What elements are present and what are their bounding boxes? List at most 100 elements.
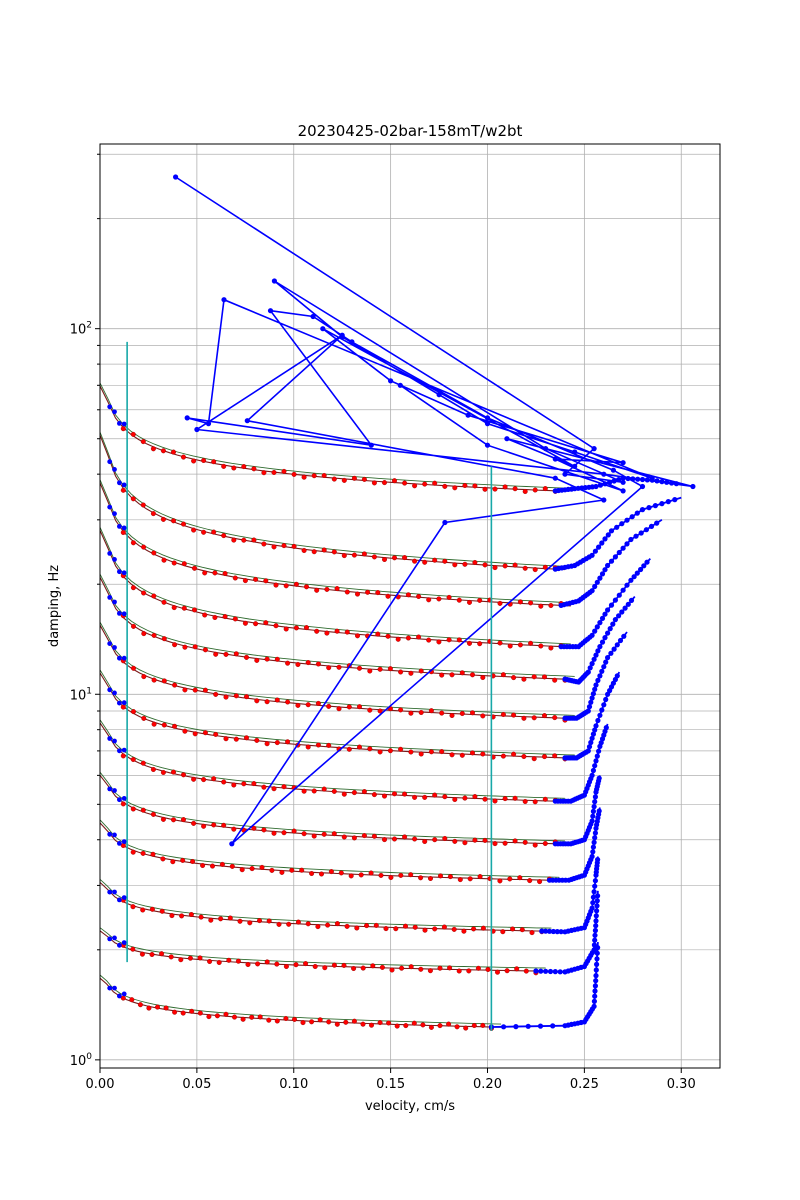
fit-point (427, 968, 433, 974)
raw-point (117, 993, 122, 999)
fit-point (149, 952, 155, 958)
raw-point (121, 655, 127, 661)
raw-tail-point (590, 808, 597, 815)
fit-point (221, 463, 227, 469)
raw-tail-point (629, 514, 635, 520)
fit-point (192, 687, 198, 693)
x-axis-label: velocity, cm/s (365, 1099, 455, 1114)
fit-point (341, 962, 347, 968)
fit-point (245, 962, 251, 968)
fit-point (172, 642, 178, 648)
raw-scatter-point (601, 471, 607, 477)
series-10 (99, 527, 651, 651)
fit-point (382, 793, 388, 799)
raw-point (117, 611, 122, 616)
fit-point (462, 561, 468, 567)
fit-point (274, 740, 280, 746)
fit-point (214, 1013, 220, 1019)
fit-point (482, 486, 488, 492)
x-tick-label: 0.05 (182, 1077, 211, 1092)
fit-point (311, 833, 317, 839)
fit-point (151, 632, 157, 638)
raw-tail-point (608, 650, 614, 656)
fit-point (511, 751, 517, 757)
raw-tail-point (596, 544, 602, 550)
fit-point (232, 616, 238, 622)
raw-tail-point (592, 548, 599, 554)
fit-point (378, 872, 384, 878)
fit-point (179, 913, 185, 919)
fit-point (497, 640, 503, 646)
raw-scatter-point (504, 436, 510, 442)
raw-tail-point (624, 582, 630, 588)
model-curve-alt (99, 878, 552, 929)
raw-tail-point (594, 956, 600, 962)
fit-point (432, 480, 438, 486)
fit-point (449, 713, 455, 719)
raw-tail-point (589, 588, 595, 594)
fit-point (130, 849, 136, 855)
fit-point (477, 597, 483, 603)
fit-point (154, 1004, 160, 1010)
fit-point (412, 924, 418, 930)
fit-point (301, 788, 307, 794)
fit-point (301, 548, 307, 554)
raw-point (107, 459, 113, 465)
raw-tail-point (596, 775, 602, 781)
fit-point (321, 547, 327, 553)
fit-point (375, 631, 381, 637)
fit-point (257, 1014, 263, 1020)
fit-point (315, 742, 321, 748)
fit-point (361, 833, 367, 839)
raw-scatter-point (205, 421, 212, 427)
fit-point (502, 484, 508, 490)
raw-point (112, 935, 117, 941)
fit-point (240, 1016, 246, 1022)
fit-point (309, 1019, 315, 1025)
raw-scatter-point (320, 326, 326, 332)
fit-point (512, 562, 518, 568)
fit-point (500, 753, 506, 759)
fit-point (326, 703, 332, 709)
fit-point (480, 675, 486, 681)
raw-tail-point (605, 607, 611, 613)
raw-tail-point (602, 567, 608, 573)
fit-point (394, 1023, 400, 1029)
raw-tail-point (592, 993, 598, 999)
raw-tail-point (592, 799, 598, 805)
raw-point (107, 936, 113, 942)
raw-tail-point (605, 532, 611, 538)
fit-point (285, 699, 291, 705)
fit-point (467, 876, 473, 882)
fit-point (459, 752, 465, 758)
fit-point (454, 1024, 460, 1030)
raw-scatter-point (620, 488, 626, 494)
fit-point (418, 668, 424, 674)
raw-point (112, 832, 117, 838)
fit-point (436, 596, 442, 602)
fit-point (151, 550, 157, 556)
fit-point (253, 621, 259, 627)
raw-tail-point (612, 554, 619, 560)
fit-point (271, 470, 277, 476)
raw-tail-point (589, 772, 595, 779)
fit-point (281, 543, 287, 549)
raw-tail-point (594, 908, 600, 914)
fit-point (319, 871, 325, 877)
fit-point (355, 633, 361, 639)
raw-tail-point (631, 574, 637, 580)
raw-tail-point (599, 615, 606, 622)
fit-point (264, 699, 270, 705)
fit-point (120, 704, 126, 710)
fit-point (247, 920, 253, 926)
series-2 (99, 890, 601, 976)
raw-tail-point (597, 673, 603, 679)
fit-point (497, 600, 503, 606)
raw-tail-point (605, 655, 611, 661)
fit-point (447, 965, 453, 971)
raw-tail-point (557, 969, 563, 975)
fit-point (348, 873, 354, 879)
fit-point (237, 918, 243, 924)
fit-point (151, 721, 157, 727)
fit-point (521, 754, 527, 760)
